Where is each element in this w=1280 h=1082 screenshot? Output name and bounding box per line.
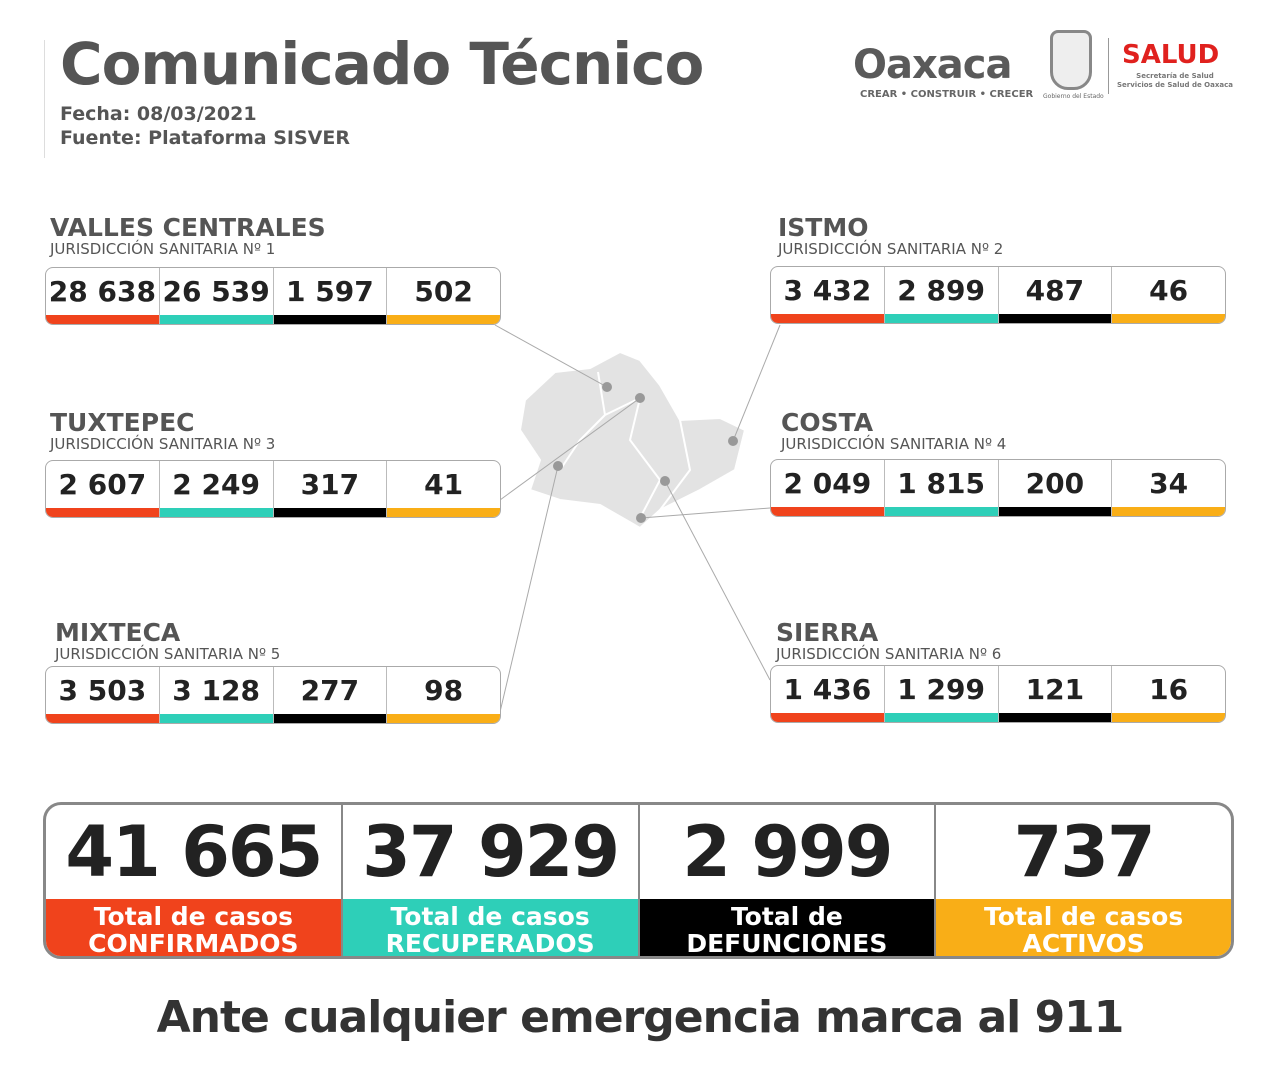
color-bar bbox=[387, 315, 500, 324]
color-bar bbox=[771, 713, 884, 722]
oaxaca-tagline: CREAR • CONSTRUIR • CRECER bbox=[860, 89, 1034, 100]
map-points bbox=[553, 382, 738, 523]
total-defunciones: 2 999 Total de DEFUNCIONES bbox=[639, 805, 937, 956]
region-header: TUXTEPEC JURISDICCIÓN SANITARIA Nº 3 bbox=[50, 408, 276, 453]
region-name: ISTMO bbox=[778, 213, 869, 242]
stat-defunciones: 487 bbox=[998, 267, 1113, 323]
region-name: TUXTEPEC bbox=[50, 408, 195, 437]
stat-confirmados: 28 638 bbox=[46, 268, 160, 324]
totals-panel: 41 665 Total de casos CONFIRMADOS 37 929 To… bbox=[43, 802, 1234, 959]
region-stats: 2 049 1 815 200 34 bbox=[770, 459, 1226, 517]
stat-defunciones: 277 bbox=[273, 667, 388, 723]
stat-confirmados: 1 436 bbox=[771, 666, 885, 722]
salud-logo: SALUD bbox=[1122, 40, 1220, 70]
color-bar bbox=[273, 714, 387, 723]
oaxaca-map bbox=[494, 324, 781, 713]
source: Fuente: Plataforma SISVER bbox=[60, 127, 350, 149]
color-bar bbox=[273, 315, 387, 324]
connector-lines bbox=[494, 324, 781, 713]
region-jurisdiction: JURISDICCIÓN SANITARIA Nº 3 bbox=[50, 435, 276, 453]
color-bar bbox=[771, 507, 884, 516]
color-bar bbox=[387, 714, 500, 723]
color-bar bbox=[273, 508, 387, 517]
stat-defunciones: 317 bbox=[273, 461, 388, 517]
date: Fecha: 08/03/2021 bbox=[60, 103, 257, 125]
stat-recuperados: 1 299 bbox=[884, 666, 999, 722]
region-stats: 1 436 1 299 121 16 bbox=[770, 665, 1226, 723]
region-stats: 3 432 2 899 487 46 bbox=[770, 266, 1226, 324]
total-recuperados: 37 929 Total de casos RECUPERADOS bbox=[342, 805, 640, 956]
salud-subtitle: Secretaría de Salud Servicios de Salud de… bbox=[1117, 72, 1233, 89]
region-header: VALLES CENTRALES JURISDICCIÓN SANITARIA … bbox=[50, 213, 326, 258]
region-name: COSTA bbox=[781, 408, 874, 437]
page-title: Comunicado Técnico bbox=[60, 30, 704, 98]
color-bar bbox=[159, 315, 273, 324]
stat-confirmados: 2 049 bbox=[771, 460, 885, 516]
region-name: SIERRA bbox=[776, 618, 879, 647]
region-stats: 28 638 26 539 1 597 502 bbox=[45, 267, 501, 325]
region-name: VALLES CENTRALES bbox=[50, 213, 326, 242]
map-borders bbox=[559, 371, 692, 519]
stat-activos: 41 bbox=[387, 461, 500, 517]
map-shape bbox=[518, 350, 747, 530]
region-name: MIXTECA bbox=[55, 618, 181, 647]
stat-recuperados: 2 249 bbox=[159, 461, 274, 517]
region-stats: 2 607 2 249 317 41 bbox=[45, 460, 501, 518]
region-header: SIERRA JURISDICCIÓN SANITARIA Nº 6 bbox=[776, 618, 1002, 663]
color-bar bbox=[46, 714, 159, 723]
region-header: ISTMO JURISDICCIÓN SANITARIA Nº 2 bbox=[778, 213, 1004, 258]
region-stats: 3 503 3 128 277 98 bbox=[45, 666, 501, 724]
stat-recuperados: 2 899 bbox=[884, 267, 999, 323]
stat-defunciones: 121 bbox=[998, 666, 1113, 722]
stat-confirmados: 3 432 bbox=[771, 267, 885, 323]
color-bar bbox=[387, 508, 500, 517]
region-jurisdiction: JURISDICCIÓN SANITARIA Nº 4 bbox=[781, 435, 1007, 453]
header-divider bbox=[44, 40, 45, 158]
region-jurisdiction: JURISDICCIÓN SANITARIA Nº 6 bbox=[776, 645, 1002, 663]
stat-activos: 98 bbox=[387, 667, 500, 723]
color-bar bbox=[46, 508, 159, 517]
emergency-footer: Ante cualquier emergencia marca al 911 bbox=[156, 992, 1125, 1043]
logo-divider bbox=[1108, 38, 1109, 94]
color-bar bbox=[1112, 713, 1225, 722]
color-bar bbox=[159, 714, 273, 723]
color-bar bbox=[159, 508, 273, 517]
color-bar bbox=[1112, 507, 1225, 516]
color-bar bbox=[884, 314, 998, 323]
stat-defunciones: 200 bbox=[998, 460, 1113, 516]
oaxaca-logo: Oaxaca bbox=[853, 42, 1012, 88]
region-header: MIXTECA JURISDICCIÓN SANITARIA Nº 5 bbox=[55, 618, 281, 663]
total-activos: 737 Total de casos ACTIVOS bbox=[936, 805, 1231, 956]
color-bar bbox=[998, 507, 1112, 516]
color-bar bbox=[1112, 314, 1225, 323]
stat-activos: 16 bbox=[1112, 666, 1225, 722]
region-jurisdiction: JURISDICCIÓN SANITARIA Nº 1 bbox=[50, 240, 276, 258]
stat-activos: 34 bbox=[1112, 460, 1225, 516]
stat-confirmados: 3 503 bbox=[46, 667, 160, 723]
region-header: COSTA JURISDICCIÓN SANITARIA Nº 4 bbox=[781, 408, 1007, 453]
color-bar bbox=[998, 713, 1112, 722]
stat-recuperados: 1 815 bbox=[884, 460, 999, 516]
region-jurisdiction: JURISDICCIÓN SANITARIA Nº 2 bbox=[778, 240, 1004, 258]
stat-recuperados: 3 128 bbox=[159, 667, 274, 723]
color-bar bbox=[884, 713, 998, 722]
color-bar bbox=[771, 314, 884, 323]
total-confirmados: 41 665 Total de casos CONFIRMADOS bbox=[46, 805, 343, 956]
stat-activos: 502 bbox=[387, 268, 500, 324]
state-seal-icon bbox=[1050, 30, 1092, 90]
color-bar bbox=[998, 314, 1112, 323]
color-bar bbox=[46, 315, 159, 324]
stat-activos: 46 bbox=[1112, 267, 1225, 323]
gobierno-caption: Gobierno del Estado bbox=[1043, 93, 1104, 100]
stat-confirmados: 2 607 bbox=[46, 461, 160, 517]
stat-defunciones: 1 597 bbox=[273, 268, 388, 324]
region-jurisdiction: JURISDICCIÓN SANITARIA Nº 5 bbox=[55, 645, 281, 663]
stat-recuperados: 26 539 bbox=[159, 268, 274, 324]
color-bar bbox=[884, 507, 998, 516]
